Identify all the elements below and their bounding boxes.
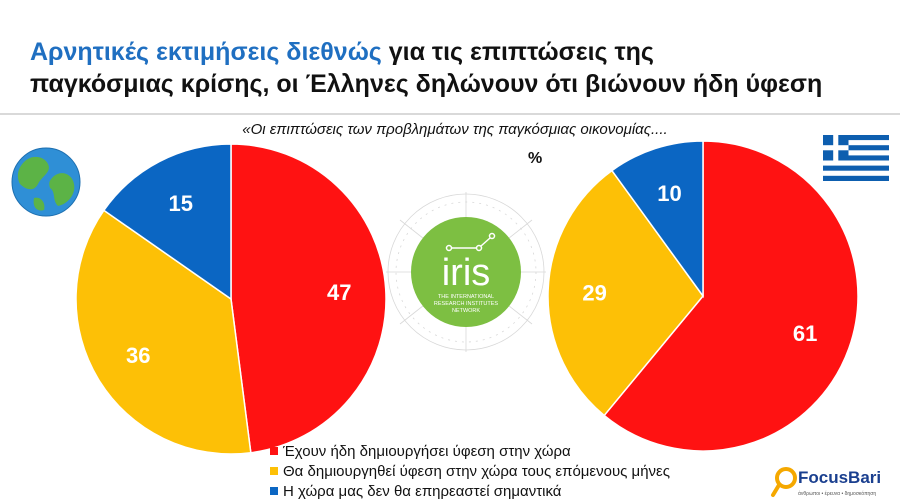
data-label: 15	[169, 191, 193, 216]
brand-tagline: άνθρωποι • έρευνα • δημοσκόπηση	[798, 491, 877, 497]
title-rest: για τις επιπτώσεις της	[381, 38, 654, 66]
chart-subtitle: «Οι επιπτώσεις των προβλημάτων της παγκό…	[242, 121, 668, 138]
legend-label: Θα δημιουργηθεί ύφεση στην χώρα τους επό…	[283, 462, 670, 480]
iris-tagline-1: THE INTERNATIONAL	[438, 294, 494, 300]
iris-tagline-3: NETWORK	[452, 308, 480, 314]
pie-chart-greece: 61 29 10	[547, 140, 859, 452]
unit-label: %	[528, 150, 543, 167]
legend-item: Θα δημιουργηθεί ύφεση στην χώρα τους επό…	[270, 461, 670, 481]
legend-swatch	[270, 467, 278, 475]
legend-label: Έχουν ήδη δημιουργήσει ύφεση στην χώρα	[283, 442, 571, 460]
slice-not-affected	[102, 143, 232, 301]
pie-chart-global: 47 36 15	[75, 143, 387, 455]
data-label: 29	[582, 281, 606, 306]
globe-icon	[11, 147, 81, 217]
title-highlight: Αρνητικές εκτιμήσεις διεθνώς	[30, 38, 382, 66]
legend-item: Έχουν ήδη δημιουργήσει ύφεση στην χώρα	[270, 441, 670, 461]
title-line2: παγκόσμιας κρίσης, οι Έλληνες δηλώνουν ό…	[30, 70, 823, 98]
data-label: 47	[327, 280, 351, 305]
data-label: 61	[793, 321, 817, 346]
legend-item: Η χώρα μας δεν θα επηρεαστεί σημαντικά	[270, 481, 670, 501]
greek-flag-icon	[823, 135, 889, 181]
legend-swatch	[270, 447, 278, 455]
iris-tagline-2: RESEARCH INSTITUTES	[434, 301, 499, 307]
legend-swatch	[270, 487, 278, 495]
slice-recession-coming	[75, 209, 252, 455]
legend-label: Η χώρα μας δεν θα επηρεαστεί σημαντικά	[283, 482, 562, 500]
brand-name: FocusBari	[798, 468, 882, 487]
data-label: 36	[126, 343, 150, 368]
slice-recession-coming	[547, 169, 704, 417]
focusbari-logo: FocusBari άνθρωποι • έρευνα • δημοσκόπησ…	[768, 462, 898, 502]
slice-not-affected	[610, 140, 704, 299]
magnifier-icon	[771, 467, 797, 497]
slice-recession-now	[230, 143, 387, 454]
chart-title: Αρνητικές εκτιμήσεις διεθνώς για τις επι…	[30, 36, 890, 100]
iris-wordmark: iris	[442, 252, 491, 294]
legend: Έχουν ήδη δημιουργήσει ύφεση στην χώρα Θ…	[270, 441, 670, 501]
data-label: 10	[657, 181, 681, 206]
title-divider	[0, 113, 900, 115]
iris-logo: iris THE INTERNATIONAL RESEARCH INSTITUT…	[386, 192, 546, 352]
slice-recession-now	[603, 140, 859, 452]
